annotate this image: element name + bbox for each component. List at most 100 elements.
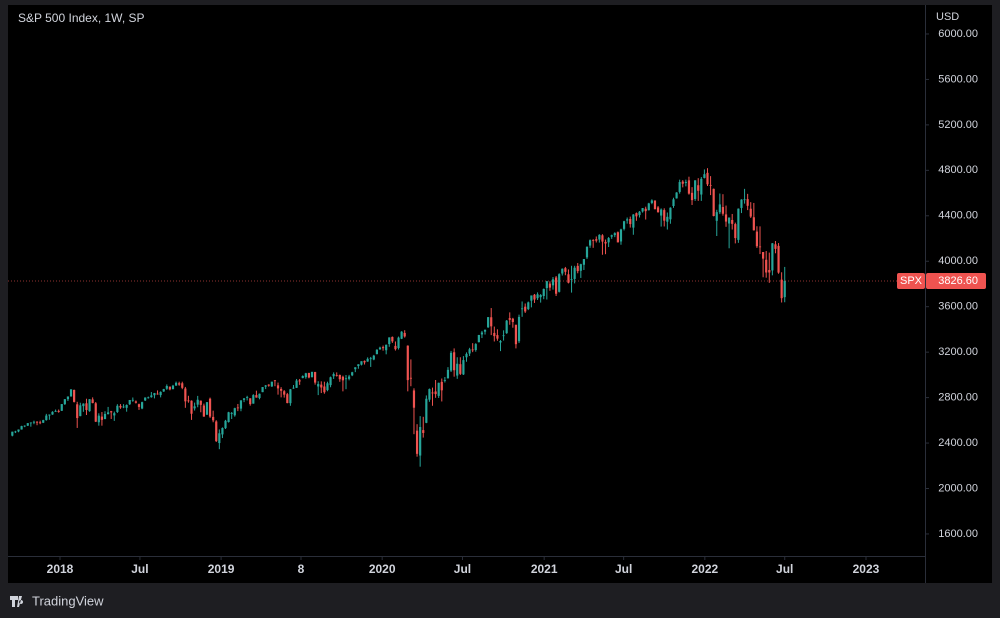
candle-body — [616, 232, 619, 243]
candle-body — [548, 283, 552, 288]
candle-body — [629, 218, 632, 225]
candle-body — [564, 268, 567, 272]
candle-body — [29, 422, 32, 424]
candle-body — [66, 396, 70, 400]
candle-body — [703, 174, 706, 178]
candle-body — [641, 208, 644, 212]
candle-body — [536, 294, 539, 299]
candle-body — [181, 383, 184, 388]
y-tick-label: 4800.00 — [938, 164, 978, 176]
candle-body — [669, 207, 672, 220]
candle-body — [607, 238, 610, 243]
candle-body — [530, 295, 533, 301]
candle-body — [465, 353, 468, 358]
candle-body — [320, 384, 323, 388]
candle-body — [378, 347, 382, 350]
candle-body — [144, 397, 147, 401]
candle-body — [351, 372, 354, 376]
candle-body — [440, 381, 443, 391]
candle-body — [57, 410, 60, 412]
candle-body — [567, 274, 570, 283]
candle-body — [88, 399, 91, 412]
candle-body — [26, 423, 29, 426]
candle-body — [496, 335, 499, 339]
y-tick-label: 3600.00 — [938, 301, 978, 313]
candle-body — [456, 363, 459, 376]
candle-body — [168, 386, 171, 390]
candle-body — [79, 405, 82, 417]
candle-body — [91, 399, 94, 404]
candle-body — [431, 392, 434, 394]
candle-body — [774, 244, 777, 249]
candle-body — [323, 386, 326, 393]
candle-body — [103, 413, 107, 420]
candle-body — [622, 221, 626, 229]
x-tick-label: 2023 — [853, 562, 880, 576]
candle-body — [721, 207, 725, 214]
candle-body — [419, 427, 422, 456]
y-tick-label: 5600.00 — [938, 73, 978, 85]
candle-body — [289, 389, 292, 404]
x-tick-label: 2019 — [208, 562, 235, 576]
candle-body — [14, 431, 17, 433]
candle-body — [341, 376, 345, 381]
candle-body — [107, 412, 110, 415]
logo-icon — [10, 596, 24, 607]
symbol-badge — [897, 272, 925, 289]
candle-body — [267, 384, 270, 386]
candle-body — [588, 240, 592, 246]
candle-body — [647, 203, 650, 211]
candle-body — [156, 393, 159, 395]
candle-body — [208, 398, 212, 417]
candle-body — [184, 388, 187, 402]
brand-logo — [10, 596, 24, 607]
x-tick-label: Jul — [131, 562, 148, 576]
candle-body — [344, 378, 348, 380]
candle-body — [372, 355, 375, 360]
candle-body — [678, 182, 681, 192]
candle-body — [280, 388, 283, 391]
candle-body — [474, 344, 477, 350]
candle-body — [394, 345, 397, 350]
candle-body — [715, 212, 718, 221]
candle-body — [508, 318, 511, 320]
candle-body — [252, 395, 255, 404]
candle-body — [360, 361, 363, 365]
candle-body — [301, 376, 304, 379]
candle-body — [561, 268, 564, 274]
candle-body — [165, 386, 168, 389]
candle-body — [554, 277, 558, 294]
candle-body — [261, 387, 264, 393]
y-tick-label: 6000.00 — [938, 28, 978, 40]
candle-body — [443, 379, 446, 381]
y-tick-label: 2400.00 — [938, 437, 978, 449]
candle-body — [116, 405, 119, 413]
candle-body — [125, 404, 128, 408]
candle-body — [199, 400, 202, 405]
candle-body — [490, 317, 493, 327]
candle-body — [286, 394, 289, 404]
candle-body — [397, 337, 400, 349]
candle-body — [573, 267, 576, 279]
candle-body — [675, 192, 678, 199]
candle-body — [76, 404, 79, 419]
candle-body — [771, 243, 774, 271]
candle-body — [221, 428, 224, 435]
y-tick-label: 2000.00 — [938, 482, 978, 494]
x-tick-label: 2018 — [47, 562, 74, 576]
candle-body — [137, 404, 141, 407]
candle-body — [187, 400, 190, 402]
candle-body — [409, 377, 412, 379]
x-tick-label: Jul — [615, 562, 632, 576]
candle-body — [706, 172, 709, 185]
candle-body — [505, 320, 508, 334]
candle-body — [604, 241, 607, 244]
candle-body — [697, 185, 700, 191]
candle-body — [480, 332, 484, 335]
candle-body — [283, 391, 286, 395]
x-tick-label: 2021 — [531, 562, 558, 576]
candle-body — [54, 410, 57, 412]
candle-body — [709, 185, 712, 187]
y-tick-label: 4400.00 — [938, 210, 978, 222]
y-tick-label: 4000.00 — [938, 255, 978, 267]
